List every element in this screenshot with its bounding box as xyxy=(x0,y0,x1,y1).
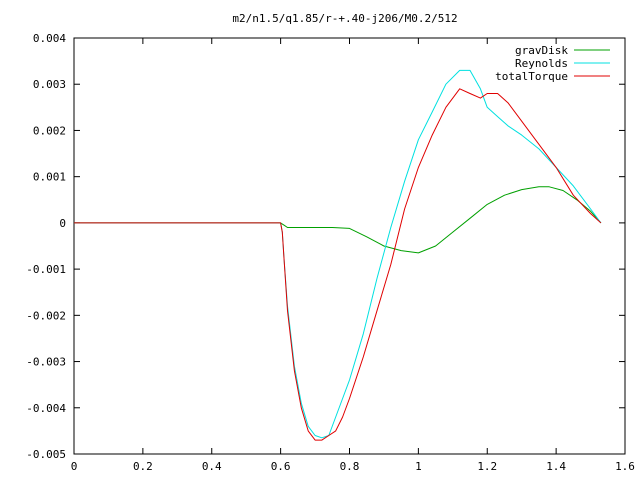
series-line-Reynolds xyxy=(74,69,602,439)
y-tick-label: 0 xyxy=(59,217,66,230)
x-axis: 0 0.2 0.4 0.6 0.8 1 1.2 1.4 1.6 xyxy=(71,38,635,473)
series-line-totalTorque xyxy=(74,88,602,441)
y-tick-label: -0.003 xyxy=(26,356,66,369)
y-tick-label: 0.003 xyxy=(33,78,66,91)
y-tick-label: 0.002 xyxy=(33,124,66,137)
y-tick-label: -0.004 xyxy=(26,402,66,415)
y-tick-label: -0.005 xyxy=(26,448,66,461)
y-tick-label: -0.001 xyxy=(26,263,66,276)
legend-label-Reynolds: Reynolds xyxy=(515,57,568,70)
x-tick-label: 1.6 xyxy=(615,460,635,473)
x-tick-label: 0.8 xyxy=(340,460,360,473)
x-tick-label: 0.2 xyxy=(133,460,153,473)
y-tick-label: -0.002 xyxy=(26,309,66,322)
series-lines xyxy=(74,69,602,441)
y-tick-label: 0.001 xyxy=(33,171,66,184)
y-axis: 0.004 0.003 0.002 0.001 0 -0.001 -0.002 -0.003 -… xyxy=(26,32,625,461)
series-line-gravDisk xyxy=(74,186,602,254)
x-tick-label: 0 xyxy=(71,460,78,473)
legend-label-gravDisk: gravDisk xyxy=(515,44,568,57)
plot-frame xyxy=(73,37,626,455)
legend-label-totalTorque: totalTorque xyxy=(495,70,568,83)
x-tick-label: 0.4 xyxy=(202,460,222,473)
x-tick-label: 0.6 xyxy=(271,460,291,473)
chart-title: m2/n1.5/q1.85/r-+.40-j206/M0.2/512 xyxy=(232,12,457,25)
x-tick-label: 1.2 xyxy=(477,460,497,473)
x-tick-label: 1.4 xyxy=(546,460,566,473)
y-tick-label: 0.004 xyxy=(33,32,66,45)
x-tick-label: 1 xyxy=(415,460,422,473)
